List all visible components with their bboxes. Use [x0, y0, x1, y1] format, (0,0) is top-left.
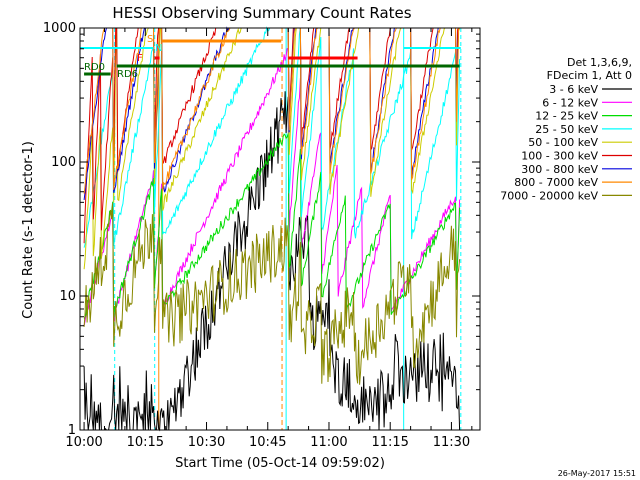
x-tick-label-4: 11:00: [310, 435, 347, 450]
y-tick-label-1: 10: [59, 289, 76, 304]
x-tick-label-3: 10:45: [249, 435, 286, 450]
x-tick-label-0: 10:00: [65, 435, 102, 450]
series-line-3-6kev: [83, 91, 461, 432]
chart-title: HESSI Observing Summary Count Rates: [112, 4, 411, 22]
plot-area: RD0 RD6 FSN: [80, 26, 462, 432]
annotation-f: F: [137, 53, 143, 64]
plot-frame: [79, 27, 481, 431]
legend-label-100-300kev: 100 - 300 keV: [521, 150, 598, 163]
legend: Det 1,3,6,9, FDecim 1, Att 0 3 - 6 keV6 …: [500, 56, 632, 202]
legend-label-25-50kev: 25 - 50 keV: [535, 123, 598, 136]
legend-label-7000-20000kev: 7000 - 20000 keV: [500, 189, 598, 202]
legend-label-50-100kev: 50 - 100 keV: [528, 136, 598, 149]
legend-header-line-2: FDecim 1, Att 0: [547, 69, 632, 82]
axes: 1 10 100 1000 10:00 10:15 10:30 10:45 11:00 11:15…: [43, 21, 481, 450]
annotation-n: N: [155, 43, 162, 54]
annotation-rd6: RD6: [117, 69, 138, 80]
legend-label-3-6kev: 3 - 6 keV: [549, 83, 598, 96]
y-tick-label-3: 1000: [43, 21, 76, 36]
x-axis-label: Start Time (05-Oct-14 09:59:02): [175, 456, 385, 471]
legend-header-line-1: Det 1,3,6,9,: [567, 56, 632, 69]
series-line-7000-20000kev: [83, 202, 461, 385]
x-tick-label-1: 10:15: [127, 435, 164, 450]
y-axis-label: Count Rate (s-1 detector-1): [21, 141, 36, 319]
legend-label-6-12kev: 6 - 12 keV: [542, 96, 598, 109]
x-tick-label-6: 11:30: [433, 435, 470, 450]
legend-label-300-800kev: 300 - 800 keV: [521, 163, 598, 176]
annotation-s: S: [147, 34, 153, 45]
y-tick-label-2: 100: [51, 155, 76, 170]
legend-label-12-25kev: 12 - 25 keV: [535, 110, 598, 123]
y-tick-label-0: 1: [68, 423, 76, 438]
annotation-rd0: RD0: [84, 62, 105, 73]
x-tick-label-2: 10:30: [188, 435, 225, 450]
legend-label-800-7000kev: 800 - 7000 keV: [514, 176, 598, 189]
x-tick-label-5: 11:15: [371, 435, 408, 450]
date-stamp: 26-May-2017 15:51: [558, 469, 636, 478]
